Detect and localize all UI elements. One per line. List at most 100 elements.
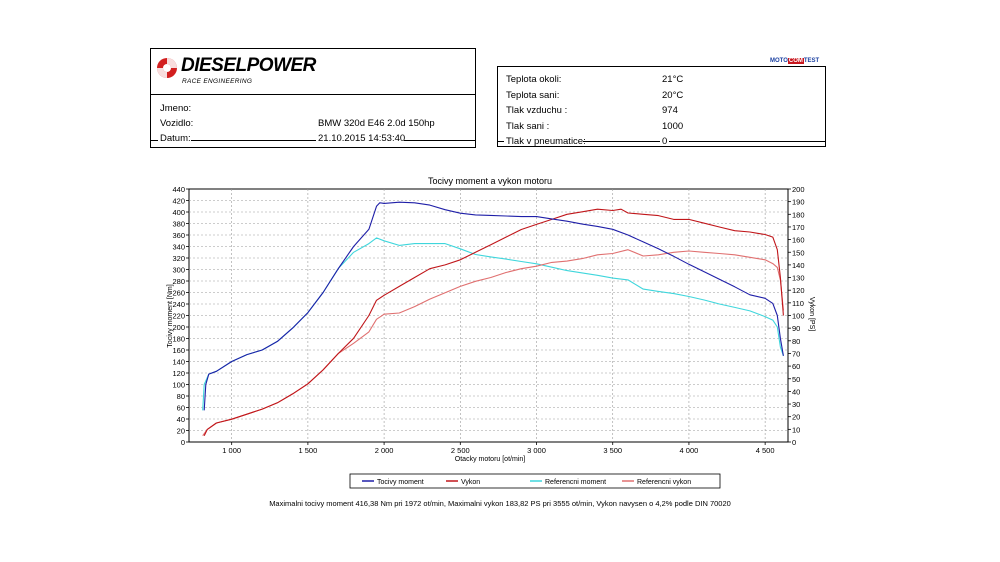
x-axis-label: Otacky motoru [ot/min] bbox=[455, 456, 525, 463]
x-axis-ticks: 1 000 1 500 2 000 2 500 3 000 3 500 4 000 4 500 bbox=[222, 442, 775, 455]
motocom-test-badge: MOTOCOMTEST bbox=[770, 58, 819, 64]
dyno-chart: Tocivy moment a vykon motoru 0 20 40 60 80 10… bbox=[167, 176, 815, 489]
x-tick-label: 3 500 bbox=[603, 446, 622, 455]
left-tick-label: 20 bbox=[177, 427, 185, 436]
left-tick-label: 380 bbox=[172, 220, 185, 229]
left-tick-label: 60 bbox=[177, 404, 185, 413]
condition-label: Teplota okoli: bbox=[506, 74, 562, 85]
legend-label: Referencni moment bbox=[545, 479, 606, 486]
right-axis-ticks: 0 10 20 30 40 50 60 70 80 90 100 110 120 130 140 150 160… bbox=[788, 185, 805, 447]
vehicle-info-panel bbox=[150, 94, 476, 148]
legend: Tocivy moment Vykon Referencni moment Refer… bbox=[362, 479, 691, 486]
left-tick-label: 320 bbox=[172, 254, 185, 263]
vozidlo-value: BMW 320d E46 2.0d 150hp bbox=[318, 118, 435, 129]
badge-left: MOTO bbox=[770, 58, 788, 64]
condition-label: Tlak vzduchu : bbox=[506, 105, 568, 116]
condition-value: 1000 bbox=[662, 120, 684, 132]
left-tick-label: 80 bbox=[177, 392, 185, 401]
x-tick-label: 2 500 bbox=[451, 446, 470, 455]
left-tick-label: 340 bbox=[172, 243, 185, 252]
badge-right: TEST bbox=[803, 58, 820, 64]
pneu-underline-mid bbox=[583, 141, 660, 142]
right-tick-label: 70 bbox=[792, 349, 800, 358]
right-tick-label: 80 bbox=[792, 337, 800, 346]
condition-label: Teplota sani: bbox=[506, 89, 560, 101]
datum-underline-mid bbox=[191, 140, 316, 141]
right-tick-label: 120 bbox=[792, 286, 805, 295]
right-tick-label: 200 bbox=[792, 185, 805, 194]
right-tick-label: 30 bbox=[792, 400, 800, 409]
right-tick-label: 150 bbox=[792, 248, 805, 257]
condition-value: 21°C bbox=[662, 74, 684, 85]
pneu-underline-right bbox=[669, 141, 826, 142]
chart-title: Tocivy moment a vykon motoru bbox=[428, 176, 552, 186]
left-tick-label: 140 bbox=[172, 358, 185, 367]
left-tick-label: 240 bbox=[172, 300, 185, 309]
condition-label: Tlak v pneumatice: bbox=[506, 136, 586, 147]
left-tick-label: 180 bbox=[172, 335, 185, 344]
right-tick-label: 50 bbox=[792, 375, 800, 384]
left-tick-label: 280 bbox=[172, 277, 185, 286]
logo-panel: DIESELPOWER RACE ENGINEERING bbox=[150, 48, 476, 95]
datum-underline-left bbox=[150, 140, 158, 141]
right-tick-label: 130 bbox=[792, 274, 805, 283]
x-tick-label: 1 500 bbox=[298, 446, 317, 455]
vozidlo-label: Vozidlo: bbox=[160, 118, 194, 129]
badge-mid: COM bbox=[787, 58, 804, 64]
left-tick-label: 360 bbox=[172, 231, 185, 240]
brand-subtitle: RACE ENGINEERING bbox=[182, 78, 253, 85]
left-tick-label: 220 bbox=[172, 312, 185, 321]
plot-area bbox=[188, 188, 789, 443]
brand-name: DIESELPOWER bbox=[181, 55, 316, 76]
condition-value: 0 bbox=[662, 136, 668, 147]
x-tick-label: 3 000 bbox=[527, 446, 546, 455]
right-tick-label: 90 bbox=[792, 324, 800, 333]
left-tick-label: 420 bbox=[172, 197, 185, 206]
right-tick-label: 20 bbox=[792, 413, 800, 422]
right-tick-label: 0 bbox=[792, 438, 796, 447]
x-tick-label: 1 000 bbox=[222, 446, 241, 455]
condition-label: Tlak sani : bbox=[506, 120, 550, 132]
left-tick-label: 0 bbox=[181, 438, 185, 447]
condition-value: 20°C bbox=[662, 89, 684, 101]
left-tick-label: 160 bbox=[172, 346, 185, 355]
y-axis-label: Tocivy moment [Nm] bbox=[167, 284, 174, 347]
series-group bbox=[202, 201, 784, 437]
jmeno-label: Jmeno: bbox=[160, 103, 192, 114]
right-tick-label: 140 bbox=[792, 261, 805, 270]
left-axis-ticks: 0 20 40 60 80 100 120 140 160 180 200 220 240 260 280 3… bbox=[172, 185, 189, 447]
datum-underline-right bbox=[404, 140, 476, 141]
right-tick-label: 110 bbox=[792, 299, 804, 308]
legend-label: Vykon bbox=[461, 479, 480, 486]
left-tick-label: 300 bbox=[172, 266, 185, 275]
dieselpower-logo-icon bbox=[157, 58, 177, 78]
datum-label: Datum: bbox=[160, 133, 191, 144]
right-tick-label: 180 bbox=[792, 210, 805, 219]
right-tick-label: 170 bbox=[792, 223, 805, 232]
right-tick-label: 60 bbox=[792, 362, 800, 371]
y2-axis-label: Vykon [PS] bbox=[808, 297, 815, 331]
left-tick-label: 400 bbox=[172, 208, 185, 217]
right-tick-label: 40 bbox=[792, 387, 800, 396]
left-tick-label: 100 bbox=[172, 381, 185, 390]
x-tick-label: 4 500 bbox=[756, 446, 775, 455]
right-tick-label: 10 bbox=[792, 425, 800, 434]
right-tick-label: 160 bbox=[792, 236, 805, 245]
pneu-underline-left bbox=[497, 141, 504, 142]
left-tick-label: 40 bbox=[177, 415, 185, 424]
footer-summary: Maximalni tocivy moment 416,38 Nm pri 19… bbox=[269, 499, 731, 508]
left-tick-label: 120 bbox=[172, 369, 185, 378]
condition-value: 974 bbox=[662, 105, 678, 116]
left-tick-label: 440 bbox=[172, 185, 185, 194]
right-tick-label: 100 bbox=[792, 312, 805, 321]
legend-label: Referencni vykon bbox=[637, 479, 691, 486]
series-line-2 bbox=[203, 208, 784, 436]
datum-value: 21.10.2015 14:53:40 bbox=[318, 133, 406, 144]
left-tick-label: 260 bbox=[172, 289, 185, 298]
legend-label: Tocivy moment bbox=[377, 479, 424, 486]
x-tick-label: 4 000 bbox=[680, 446, 699, 455]
x-tick-label: 2 000 bbox=[375, 446, 394, 455]
left-tick-label: 200 bbox=[172, 323, 185, 332]
conditions-panel bbox=[497, 66, 826, 147]
series-line-1 bbox=[203, 201, 784, 411]
